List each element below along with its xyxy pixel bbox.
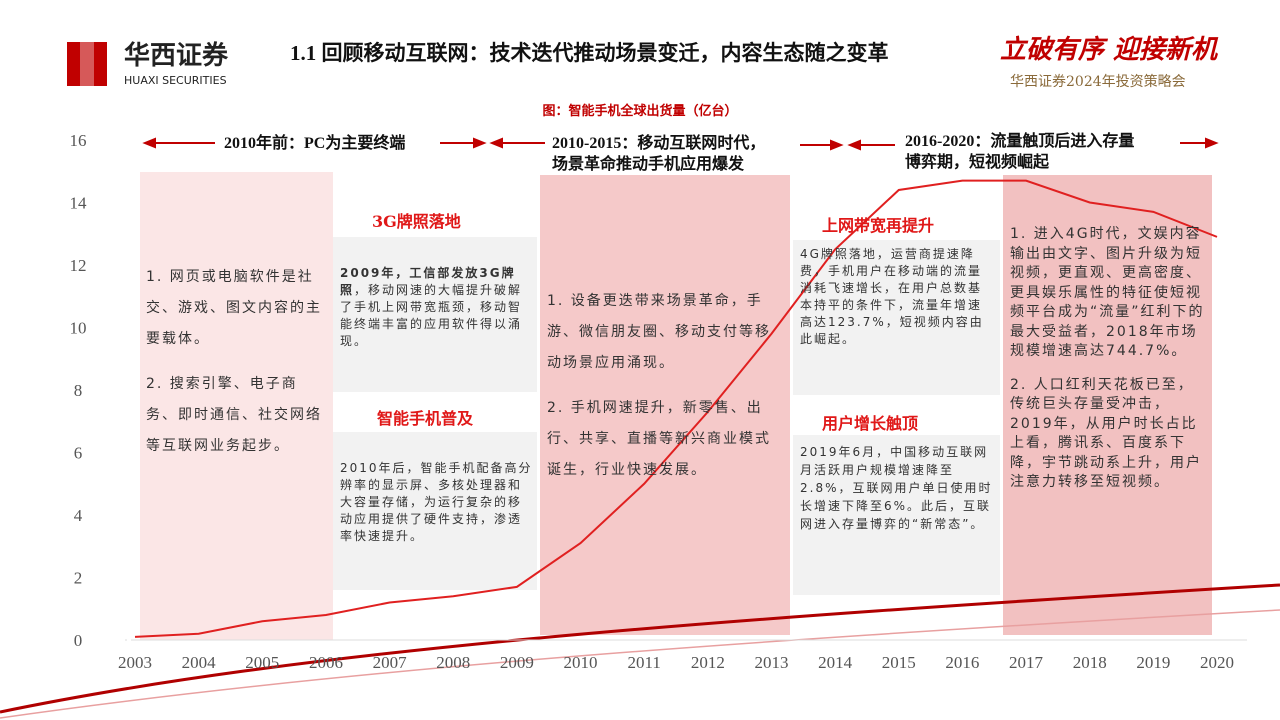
y-tick-label: 4 <box>74 506 83 525</box>
y-tick-label: 12 <box>70 256 87 275</box>
panel-text: 1. 网页或电脑软件是社交、游戏、图文内容的主要载体。 2. 搜索引擎、电子商务、… <box>146 262 324 476</box>
note-bg <box>793 435 1000 595</box>
x-tick-label: 2006 <box>309 653 343 672</box>
note-bg <box>793 240 1000 395</box>
note-text: 2019年6月，中国移动互联网月活跃用户规模增速降至2.8%，互联网用户单日使用… <box>800 445 993 531</box>
y-tick-label: 14 <box>70 194 88 213</box>
panel-text: 1. 设备更迭带来场景革命，手游、微信朋友圈、移动支付等移动场景应用涌现。 2. … <box>547 286 782 500</box>
slogan: 立破有序 迎接新机 <box>1000 35 1219 65</box>
x-tick-label: 2004 <box>182 653 217 672</box>
y-tick-label: 16 <box>70 131 87 150</box>
panel-text: 1. 进入4G时代，文娱内容输出由文字、图片升级为短视频，更直观、更高密度、更具… <box>1010 225 1206 507</box>
period-label: 2010年前：PC为主要终端 <box>224 135 406 152</box>
logo-mark <box>67 42 107 86</box>
note-heading: 用户增长触顶 <box>822 414 919 433</box>
x-tick-label: 2010 <box>564 653 598 672</box>
panel-item: 2. 手机网速提升，新零售、出行、共享、直播等新兴商业模式诞生，行业快速发展。 <box>547 400 771 478</box>
panel-item: 1. 进入4G时代，文娱内容输出由文字、图片升级为短视频，更直观、更高密度、更具… <box>1010 226 1205 359</box>
period-arrows <box>142 137 1219 151</box>
panel-item: 1. 网页或电脑软件是社交、游戏、图文内容的主要载体。 <box>146 269 322 347</box>
x-tick-label: 2014 <box>818 653 853 672</box>
x-tick-label: 2016 <box>945 653 979 672</box>
period-line: 2010-2015：移动互联网时代， <box>552 135 766 152</box>
data-line <box>134 179 1218 638</box>
slide-title: 1.1 回顾移动互联网：技术迭代推动场景变迁，内容生态随之变革 <box>290 41 889 65</box>
logo-text: 华西证券 <box>124 40 229 71</box>
x-tick-label: 2012 <box>691 653 725 672</box>
x-tick-label: 2017 <box>1009 653 1044 672</box>
note-heading: 上网带宽再提升 <box>822 216 935 235</box>
y-tick-label: 6 <box>74 444 83 463</box>
panel-bg <box>1003 175 1212 635</box>
x-tick-label: 2009 <box>500 653 534 672</box>
period-line: 2016-2020：流量触顶后进入存量 <box>905 133 1135 150</box>
period-line: 场景革命推动手机应用爆发 <box>552 156 745 173</box>
x-tick-label: 2018 <box>1073 653 1107 672</box>
period-label: 2010-2015：移动互联网时代， 场景革命推动手机应用爆发 <box>552 133 765 175</box>
panel-item: 1. 设备更迭带来场景革命，手游、微信朋友圈、移动支付等移动场景应用涌现。 <box>547 293 771 371</box>
period-line: 博弈期，短视频崛起 <box>905 154 1050 171</box>
event-name: 华西证券2024年投资策略会 <box>1010 73 1186 90</box>
x-tick-label: 2003 <box>118 653 152 672</box>
note-text: 4G牌照落地，运营商提速降费，手机用户在移动端的流量消耗飞速增长，在用户总数基本… <box>800 247 984 346</box>
x-tick-label: 2005 <box>245 653 279 672</box>
logo-subtext: HUAXI SECURITIES <box>124 74 227 87</box>
note-text: 2010年后，智能手机配备高分辨率的显示屏、多核处理器和大容量存储，为运行复杂的… <box>340 461 533 543</box>
y-tick-label: 2 <box>74 569 83 588</box>
x-tick-label: 2013 <box>754 653 788 672</box>
y-tick-label: 10 <box>70 319 87 338</box>
note-bold: 2009年，工信部发放3G牌照 <box>340 266 516 297</box>
period-label: 2016-2020：流量触顶后进入存量 博弈期，短视频崛起 <box>905 131 1134 173</box>
note-rest: ，移动网速的大幅提升破解了手机上网带宽瓶颈，移动智能终端丰富的应用软件得以涌现。 <box>340 283 523 348</box>
x-tick-label: 2015 <box>882 653 916 672</box>
chart-title: 图：智能手机全球出货量（亿台） <box>542 103 737 119</box>
panel-bg <box>540 175 790 635</box>
panel-item: 2. 人口红利天花板已至，传统巨头存量受冲击，2019年，从用户时长占比上看，腾… <box>1010 376 1202 491</box>
note-bg <box>333 432 537 590</box>
note-heading: 智能手机普及 <box>377 409 474 428</box>
x-tick-label: 2019 <box>1136 653 1170 672</box>
y-tick-label: 8 <box>74 381 83 400</box>
panel-bg <box>140 172 333 640</box>
decoration <box>0 583 1280 714</box>
logo-mark <box>80 42 94 86</box>
note-text: 2009年，工信部发放3G牌照，移动网速的大幅提升破解了手机上网带宽瓶颈，移动智… <box>340 265 532 350</box>
x-tick-label: 2011 <box>627 653 660 672</box>
decoration <box>0 609 1280 719</box>
x-tick-label: 2020 <box>1200 653 1234 672</box>
note-heading: 3G牌照落地 <box>372 212 461 231</box>
y-tick-label: 0 <box>74 631 83 650</box>
x-tick-label: 2007 <box>373 653 408 672</box>
note-bg <box>333 237 537 392</box>
x-tick-label: 2008 <box>436 653 470 672</box>
panel-item: 2. 搜索引擎、电子商务、即时通信、社交网络等互联网业务起步。 <box>146 376 322 454</box>
